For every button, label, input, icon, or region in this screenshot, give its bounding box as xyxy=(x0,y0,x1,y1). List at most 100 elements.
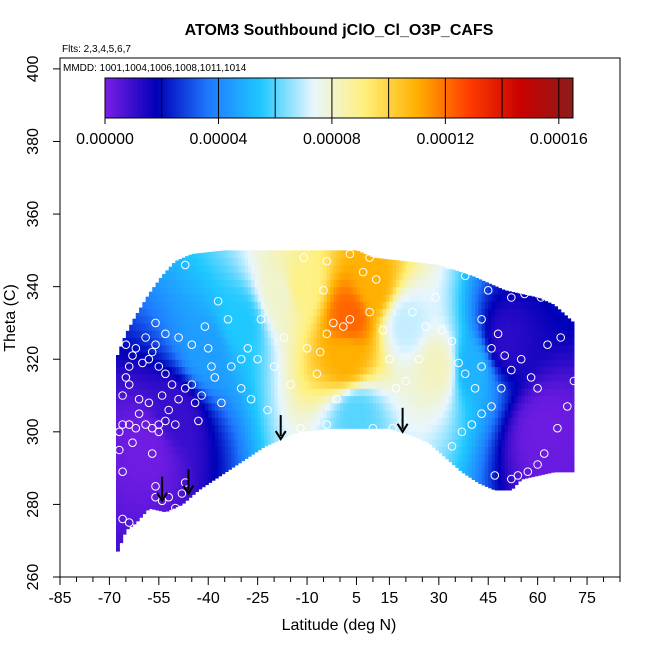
heatmap-cell xyxy=(540,301,545,310)
heatmap-cell xyxy=(188,272,193,280)
heatmap-cell xyxy=(570,395,575,404)
heatmap-cell xyxy=(349,402,354,411)
heatmap-cell xyxy=(445,395,450,404)
heatmap-cell xyxy=(132,460,137,469)
heatmap-cell xyxy=(300,279,305,288)
heatmap-cell xyxy=(267,279,272,288)
heatmap-cell xyxy=(366,286,371,295)
heatmap-cell xyxy=(129,344,134,353)
heatmap-cell xyxy=(178,482,183,491)
heatmap-cell xyxy=(267,286,272,295)
heatmap-cell xyxy=(287,272,292,280)
heatmap-cell xyxy=(442,381,447,389)
heatmap-cell xyxy=(162,482,167,491)
heatmap-cell xyxy=(336,286,341,295)
heatmap-cell xyxy=(277,257,282,266)
heatmap-cell xyxy=(501,482,506,491)
heatmap-cell xyxy=(287,431,292,437)
heatmap-cell xyxy=(208,475,213,483)
heatmap-cell xyxy=(547,417,552,426)
heatmap-cell xyxy=(165,431,170,440)
heatmap-cell xyxy=(412,417,417,426)
heatmap-cell xyxy=(284,381,288,389)
heatmap-cell xyxy=(524,424,529,433)
colorbar-swatch xyxy=(523,78,527,118)
heatmap-cell xyxy=(188,351,193,360)
heatmap-cell xyxy=(270,250,275,259)
heatmap-cell xyxy=(198,410,203,418)
heatmap-cell xyxy=(567,359,572,368)
heatmap-cell xyxy=(181,417,186,426)
heatmap-cell xyxy=(353,337,358,346)
heatmap-cell xyxy=(557,446,562,455)
heatmap-cell xyxy=(544,453,549,462)
heatmap-cell xyxy=(224,388,229,397)
heatmap-cell xyxy=(188,395,193,404)
heatmap-cell xyxy=(260,446,265,449)
heatmap-cell xyxy=(376,286,381,295)
heatmap-cell xyxy=(148,497,153,506)
heatmap-cell xyxy=(465,417,470,426)
colorbar-swatch xyxy=(236,78,241,118)
heatmap-cell xyxy=(254,301,259,310)
heatmap-cell xyxy=(550,366,555,375)
colorbar-swatch xyxy=(385,78,390,118)
heatmap-cell xyxy=(297,417,302,426)
heatmap-cell xyxy=(257,431,262,440)
heatmap-cell xyxy=(567,322,572,331)
heatmap-cell xyxy=(432,330,437,339)
heatmap-cell xyxy=(534,330,539,339)
heatmap-cell xyxy=(195,315,199,324)
heatmap-cell xyxy=(297,322,302,331)
heatmap-cell xyxy=(484,475,489,484)
heatmap-cell xyxy=(201,293,206,302)
heatmap-cell xyxy=(195,410,199,418)
colorbar-tick-label: 0.00000 xyxy=(76,131,134,148)
heatmap-cell xyxy=(333,250,338,259)
heatmap-cell xyxy=(284,322,288,331)
heatmap-cell xyxy=(376,402,381,411)
heatmap-cell xyxy=(478,322,483,331)
heatmap-cell xyxy=(287,322,292,331)
heatmap-cell xyxy=(402,315,407,324)
heatmap-cell xyxy=(359,373,364,382)
heatmap-cell xyxy=(303,359,308,368)
heatmap-cell xyxy=(274,351,279,360)
heatmap-cell xyxy=(501,337,506,346)
heatmap-cell xyxy=(372,344,377,353)
heatmap-cell xyxy=(554,417,559,426)
heatmap-cell xyxy=(428,381,433,389)
heatmap-cell xyxy=(468,373,473,382)
heatmap-cell xyxy=(504,453,509,462)
heatmap-cell xyxy=(307,402,311,411)
heatmap-cell xyxy=(297,424,302,433)
heatmap-cell xyxy=(570,351,575,360)
heatmap-cell xyxy=(442,417,447,426)
heatmap-cell xyxy=(218,359,223,368)
heatmap-cell xyxy=(475,431,479,440)
heatmap-cell xyxy=(435,431,440,440)
heatmap-cell xyxy=(237,337,242,346)
heatmap-cell xyxy=(119,439,124,447)
heatmap-cell xyxy=(333,272,338,280)
heatmap-cell xyxy=(310,279,315,288)
heatmap-cell xyxy=(152,351,157,360)
heatmap-cell xyxy=(231,286,236,295)
heatmap-cell xyxy=(412,424,417,433)
heatmap-cell xyxy=(287,424,292,433)
heatmap-cell xyxy=(550,315,555,324)
heatmap-cell xyxy=(491,337,496,346)
heatmap-cell xyxy=(435,344,440,353)
heatmap-cell xyxy=(353,279,358,288)
heatmap-cell xyxy=(382,417,387,426)
heatmap-cell xyxy=(488,417,493,426)
heatmap-cell xyxy=(172,431,176,440)
heatmap-cell xyxy=(297,286,302,295)
arrow-head xyxy=(156,492,168,503)
heatmap-cell xyxy=(251,402,255,411)
heatmap-cell xyxy=(560,373,565,382)
heatmap-cell xyxy=(208,344,213,353)
heatmap-cell xyxy=(468,275,473,280)
heatmap-cell xyxy=(386,322,391,331)
heatmap-cell xyxy=(168,330,173,339)
